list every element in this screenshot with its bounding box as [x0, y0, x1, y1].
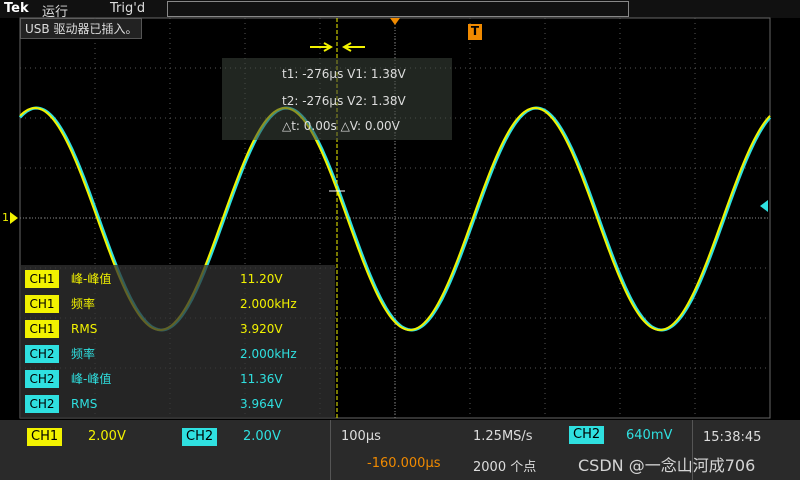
top-bar	[0, 0, 800, 18]
timebase[interactable]: 100µs	[341, 429, 381, 444]
cursor-line: △t: 0.00s △V: 0.00V	[282, 119, 400, 133]
measurement-channel: CH1	[25, 295, 59, 313]
record-length: 2000 个点	[473, 460, 537, 475]
trigger-pos	[390, 18, 400, 25]
record-overview	[167, 1, 629, 17]
ch2-scale: 2.00V	[243, 429, 281, 444]
measurement-name: RMS	[71, 397, 98, 411]
trigger-level: 640mV	[626, 428, 673, 443]
measurement-channel: CH2	[25, 395, 59, 413]
measurement-value: 3.920V	[240, 322, 283, 336]
sample-rate: 1.25MS/s	[473, 429, 533, 444]
ch1-label[interactable]: CH1	[27, 428, 63, 446]
divider	[692, 420, 693, 480]
measurement-name: 频率	[71, 347, 96, 361]
measurement-name: 峰-峰值	[71, 372, 112, 386]
trigger-source[interactable]: CH2	[569, 426, 605, 444]
run-status[interactable]: 运行	[42, 5, 69, 20]
cursor-line: t2: -276µs V2: 1.38V	[282, 94, 406, 108]
measurement-value: 11.20V	[240, 272, 283, 286]
trigger-marker: T	[468, 24, 482, 40]
ch2-label[interactable]: CH2	[182, 428, 218, 446]
measurement-value: 2.000kHz	[240, 297, 297, 311]
measurement-channel: CH2	[25, 345, 59, 363]
measurement-value: 2.000kHz	[240, 347, 297, 361]
measurement-value: 3.964V	[240, 397, 283, 411]
measurement-panel: CH1 峰-峰值 11.20V CH1 频率 2.000kHz CH1 RMS 3.920V CH…	[20, 265, 335, 418]
measurement-value: 11.36V	[240, 372, 283, 386]
bottom-bar	[0, 420, 800, 480]
cursor-readout	[222, 58, 452, 140]
ch1-scale: 2.00V	[88, 429, 126, 444]
brand: Tek	[4, 1, 29, 16]
ch1-arrow	[10, 212, 18, 224]
measurement-name: 峰-峰值	[71, 272, 112, 286]
clock: 15:38:45	[703, 430, 762, 445]
measurement-channel: CH2	[25, 370, 59, 388]
divider	[330, 420, 331, 480]
measurement-name: RMS	[71, 322, 98, 336]
cursor-arrows	[310, 42, 365, 52]
watermark: CSDN @一念山河成706	[578, 456, 756, 475]
horizontal-position: -160.000µs	[367, 456, 441, 471]
channel-marker: 1	[2, 211, 9, 224]
measurement-channel: CH1	[25, 270, 59, 288]
measurement-channel: CH1	[25, 320, 59, 338]
trigger-status: Trig'd	[110, 1, 146, 16]
ch2-level	[760, 200, 768, 212]
cursor-line: t1: -276µs V1: 1.38V	[282, 67, 406, 81]
measurement-name: 频率	[71, 297, 96, 311]
